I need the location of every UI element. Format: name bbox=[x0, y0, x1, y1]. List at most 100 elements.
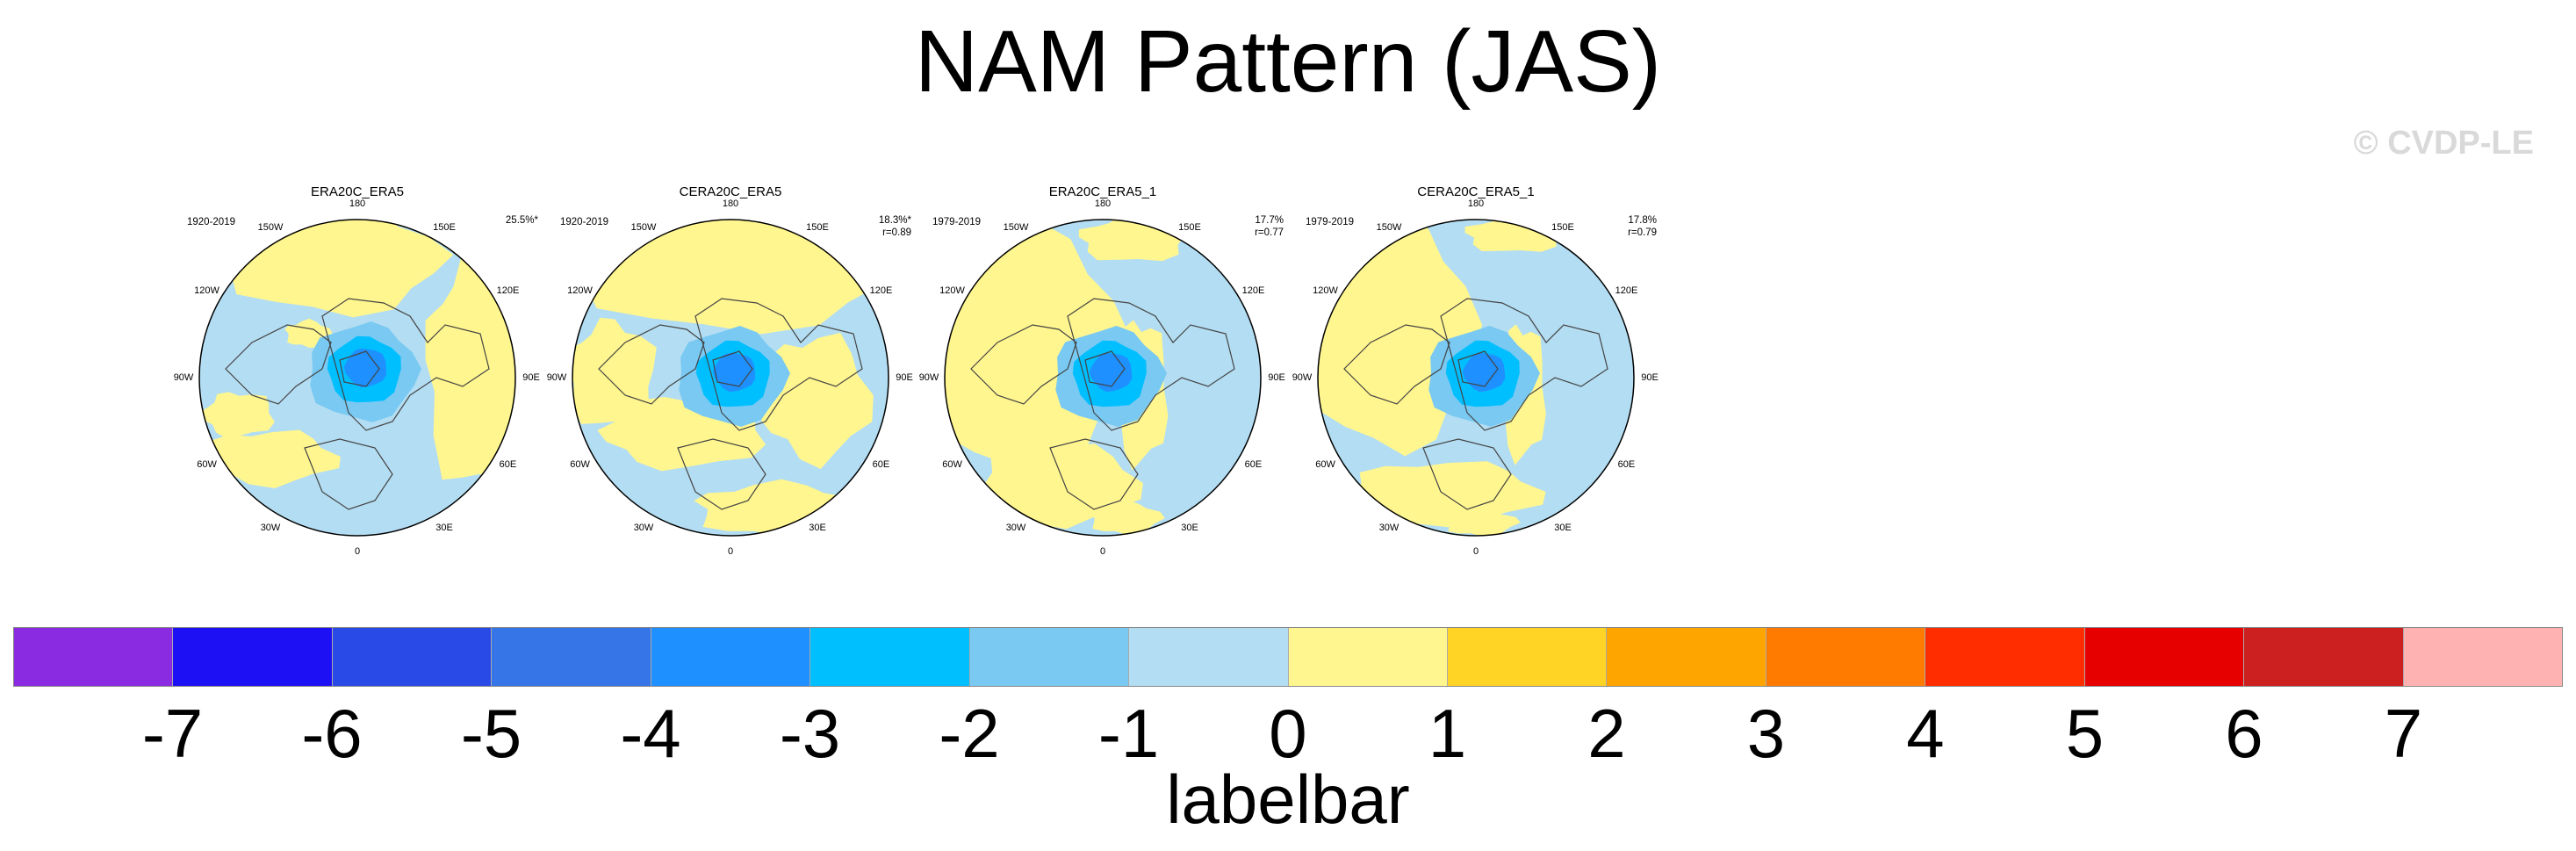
pct-variance: 17.8% bbox=[1628, 215, 1657, 226]
panel-stats: 17.8% r=0.79 bbox=[1628, 214, 1657, 239]
colorbar-swatch-4 bbox=[651, 628, 811, 686]
longitude-label: 180 bbox=[349, 198, 366, 209]
panel-stats: 25.5%* bbox=[506, 214, 538, 227]
negative-anomaly-region bbox=[1462, 352, 1506, 393]
colorbar-swatch-1 bbox=[173, 628, 333, 686]
coastline bbox=[1049, 438, 1139, 510]
positive-anomaly-region bbox=[572, 317, 657, 427]
polar-map bbox=[944, 219, 1262, 537]
longitude-label: 120E bbox=[496, 285, 520, 296]
colorbar-swatch-9 bbox=[1447, 628, 1608, 686]
coastline bbox=[1067, 298, 1235, 431]
longitude-label: 90W bbox=[173, 372, 194, 383]
longitude-label: 30E bbox=[435, 523, 453, 534]
map-border bbox=[1317, 219, 1635, 537]
longitude-label: 150W bbox=[1003, 221, 1029, 233]
coastline bbox=[970, 324, 1077, 405]
positive-anomaly-region bbox=[974, 444, 1143, 530]
colorbar-tick-label: -7 bbox=[141, 695, 204, 772]
longitude-label: 60W bbox=[570, 459, 590, 470]
panel-title: ERA20C_ERA5 bbox=[311, 184, 404, 199]
coastline bbox=[712, 350, 753, 387]
colorbar-tick-label: 1 bbox=[1428, 695, 1467, 772]
longitude-label: 0 bbox=[1099, 546, 1106, 557]
pct-variance: 18.3%* bbox=[878, 215, 911, 226]
coastline bbox=[1084, 350, 1126, 387]
longitude-label: 180 bbox=[1094, 198, 1112, 209]
coastline bbox=[339, 350, 380, 387]
longitude-label: 120W bbox=[567, 285, 593, 296]
longitude-label: 60W bbox=[1315, 459, 1335, 470]
pct-variance: 17.7% bbox=[1255, 215, 1284, 226]
longitude-label: 90W bbox=[1292, 372, 1313, 383]
longitude-label: 90E bbox=[522, 372, 540, 383]
colorbar-swatch-12 bbox=[1925, 628, 2085, 686]
map-panel: ERA20C_ERA5_1 1979-2019 17.7% r=0.77 180 150E… bbox=[918, 176, 1287, 557]
map-border bbox=[944, 219, 1262, 537]
positive-anomaly-region bbox=[199, 392, 275, 439]
longitude-label: 120W bbox=[1313, 285, 1338, 296]
coastline bbox=[1343, 324, 1450, 405]
coastline bbox=[304, 438, 393, 510]
colorbar-swatch-14 bbox=[2244, 628, 2404, 686]
colorbar-tick-label: 0 bbox=[1269, 695, 1307, 772]
longitude-label: 60E bbox=[1244, 459, 1263, 470]
longitude-label: 150E bbox=[1551, 221, 1574, 233]
longitude-label: 30E bbox=[1554, 523, 1572, 534]
page-title: NAM Pattern (JAS) bbox=[914, 12, 1662, 111]
colorbar-swatch-3 bbox=[492, 628, 651, 686]
longitude-label: 150W bbox=[257, 221, 284, 233]
panel-period: 1979-2019 bbox=[932, 217, 981, 227]
longitude-label: 90E bbox=[1268, 372, 1285, 383]
positive-anomaly-region bbox=[1088, 500, 1165, 536]
longitude-label: 30E bbox=[1181, 523, 1198, 534]
colorbar-swatch-5 bbox=[810, 628, 970, 686]
map-panel: ERA20C_ERA5 1920-2019 25.5%* 180 150E 120E 90E… bbox=[173, 176, 542, 557]
longitude-label: 0 bbox=[354, 546, 361, 557]
negative-anomaly-region bbox=[1089, 352, 1133, 393]
coastline bbox=[321, 298, 490, 431]
colorbar-swatch-8 bbox=[1288, 628, 1448, 686]
colorbar-tick-label: 7 bbox=[2384, 695, 2423, 772]
pattern-correlation: r=0.79 bbox=[1628, 227, 1657, 238]
pattern-correlation: r=0.77 bbox=[1255, 227, 1284, 238]
negative-anomaly-region bbox=[712, 352, 756, 393]
polar-map bbox=[198, 219, 516, 537]
coastline bbox=[225, 324, 332, 405]
colorbar-label: labelbar bbox=[1166, 761, 1410, 838]
panel-period: 1920-2019 bbox=[560, 217, 608, 227]
longitude-label: 150E bbox=[1178, 221, 1201, 233]
colorbar-tick-label: 6 bbox=[2225, 695, 2263, 772]
colorbar-tick-label: 3 bbox=[1746, 695, 1786, 772]
longitude-label: 60E bbox=[872, 459, 890, 470]
pattern-correlation: r=0.89 bbox=[882, 227, 911, 238]
longitude-label: 30W bbox=[260, 523, 281, 534]
longitude-label: 120E bbox=[869, 285, 893, 296]
coastline bbox=[1457, 350, 1499, 387]
colorbar-swatch-7 bbox=[1129, 628, 1289, 686]
longitude-label: 150E bbox=[433, 221, 456, 233]
longitude-label: 120W bbox=[939, 285, 965, 296]
longitude-label: 150E bbox=[806, 221, 829, 233]
negative-anomaly-region bbox=[343, 348, 387, 388]
longitude-label: 120W bbox=[194, 285, 219, 296]
colorbar-swatch-15 bbox=[2403, 628, 2562, 686]
map-panel: CERA20C_ERA5 1920-2019 18.3%* r=0.89 180 150E… bbox=[546, 176, 915, 557]
coastline bbox=[694, 298, 863, 431]
panel-title: CERA20C_ERA5_1 bbox=[1417, 184, 1535, 199]
colorbar-tick-label: 4 bbox=[1906, 695, 1945, 772]
longitude-label: 120E bbox=[1615, 285, 1638, 296]
colorbar-tick-label: -3 bbox=[779, 695, 841, 772]
panel-period: 1920-2019 bbox=[187, 217, 235, 227]
colorbar-swatch-10 bbox=[1607, 628, 1767, 686]
colorbar-swatch-11 bbox=[1766, 628, 1926, 686]
longitude-label: 0 bbox=[727, 546, 734, 557]
longitude-label: 90W bbox=[546, 372, 567, 383]
colorbar-swatch-6 bbox=[969, 628, 1130, 686]
colorbar-tick-label: -1 bbox=[1097, 695, 1160, 772]
colorbar-swatch-0 bbox=[14, 628, 174, 686]
longitude-label: 30W bbox=[1378, 523, 1400, 534]
colorbar bbox=[13, 627, 2563, 687]
colorbar-swatch-13 bbox=[2084, 628, 2245, 686]
positive-anomaly-region bbox=[945, 221, 1133, 484]
